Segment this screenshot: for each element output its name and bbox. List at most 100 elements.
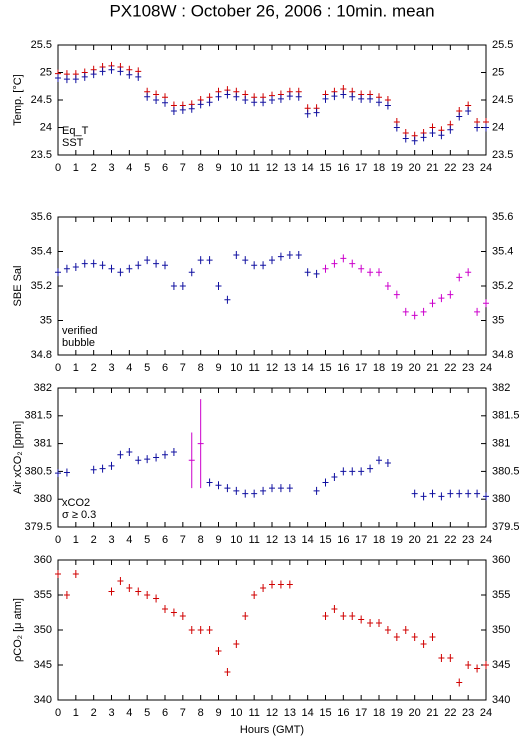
data-point — [144, 92, 151, 101]
x-tick-label: 20 — [409, 707, 421, 719]
data-point — [322, 612, 329, 620]
data-point — [358, 94, 365, 103]
x-tick-label: 24 — [480, 707, 492, 719]
data-point — [456, 678, 463, 687]
x-tick-label: 23 — [462, 162, 474, 174]
data-point — [286, 92, 293, 101]
data-point — [188, 626, 195, 634]
y-tick-label: 24.5 — [31, 94, 52, 106]
data-point — [438, 131, 445, 140]
data-point — [233, 486, 240, 495]
x-tick-label: 18 — [373, 162, 385, 174]
x-tick-label: 24 — [480, 162, 492, 174]
y-tick-label: 379.5 — [24, 521, 52, 533]
x-tick-label: 16 — [337, 707, 349, 719]
chart-title: PX108W : October 26, 2006 : 10min. mean — [109, 1, 434, 20]
x-tick-label: 18 — [373, 534, 385, 546]
x-tick-label: 8 — [198, 162, 204, 174]
y-tick-label: 381.5 — [24, 410, 52, 422]
x-tick-label: 11 — [248, 162, 259, 174]
x-tick-label: 4 — [126, 362, 132, 374]
data-point — [474, 664, 481, 673]
x-tick-label: 18 — [373, 362, 385, 374]
y-tick-label: 381 — [34, 438, 52, 450]
data-point — [251, 261, 258, 270]
data-point — [447, 290, 454, 299]
y-tick-label: 360 — [34, 554, 52, 566]
x-tick-label: 16 — [337, 534, 349, 546]
data-point — [117, 450, 124, 459]
data-point — [349, 259, 356, 268]
y-tick-label: 381 — [492, 438, 510, 450]
x-tick-label: 17 — [355, 162, 367, 174]
x-tick-label: 6 — [162, 362, 168, 374]
data-point — [313, 108, 320, 117]
data-point — [242, 489, 249, 498]
x-tick-label: 22 — [444, 362, 456, 374]
data-point — [367, 268, 374, 277]
data-point — [465, 107, 472, 115]
error-bar — [188, 432, 195, 489]
data-point — [358, 467, 365, 476]
data-point — [420, 133, 427, 142]
data-point — [99, 67, 106, 76]
x-tick-label: 23 — [462, 362, 474, 374]
data-point — [411, 633, 418, 641]
data-point — [483, 123, 489, 132]
x-tick-label: 3 — [108, 707, 114, 719]
y-axis-label: Air xCO₂ [ppm] — [12, 421, 24, 494]
data-point — [447, 125, 454, 134]
data-point — [126, 584, 133, 592]
y-tick-label: 35.6 — [31, 211, 52, 223]
x-tick-label: 13 — [284, 362, 296, 374]
x-tick-label: 15 — [319, 362, 331, 374]
data-point — [313, 269, 320, 278]
x-tick-label: 0 — [55, 707, 61, 719]
y-tick-label: 345 — [34, 659, 52, 671]
x-tick-label: 21 — [426, 534, 438, 546]
data-point — [322, 94, 329, 103]
y-tick-label: 381.5 — [492, 410, 520, 422]
legend-label: xCO2 — [62, 497, 90, 509]
data-point — [411, 489, 418, 498]
data-point — [367, 619, 374, 627]
y-tick-label: 24 — [40, 121, 52, 133]
data-point — [313, 486, 320, 495]
data-point — [474, 307, 481, 316]
data-point — [331, 92, 338, 101]
data-point — [153, 594, 160, 603]
y-tick-label: 350 — [34, 624, 52, 636]
data-point — [331, 259, 338, 268]
data-point — [99, 464, 106, 473]
x-tick-label: 21 — [426, 362, 438, 374]
data-point — [215, 282, 222, 290]
data-point — [206, 256, 213, 265]
data-point — [72, 75, 79, 84]
x-tick-label: 7 — [180, 534, 186, 546]
y-tick-label: 23.5 — [492, 149, 513, 161]
data-point — [135, 456, 142, 465]
x-tick-label: 0 — [55, 162, 61, 174]
x-tick-label: 8 — [198, 362, 204, 374]
data-point — [269, 96, 275, 104]
data-point — [90, 259, 97, 268]
data-point — [402, 134, 409, 143]
data-point — [170, 447, 177, 456]
data-point — [402, 626, 409, 634]
data-point — [117, 577, 124, 585]
y-tick-label: 380 — [492, 493, 510, 505]
data-point — [153, 453, 160, 462]
data-point — [206, 98, 213, 107]
data-point — [188, 268, 195, 277]
data-point — [367, 464, 374, 473]
x-tick-label: 9 — [215, 162, 221, 174]
x-tick-label: 22 — [444, 162, 456, 174]
data-point — [465, 489, 472, 498]
x-tick-label: 3 — [108, 162, 114, 174]
x-tick-label: 16 — [337, 362, 349, 374]
data-point — [393, 633, 400, 641]
data-point — [170, 608, 177, 617]
data-point — [465, 268, 472, 277]
x-tick-label: 5 — [144, 534, 150, 546]
y-tick-label: 340 — [492, 694, 510, 706]
